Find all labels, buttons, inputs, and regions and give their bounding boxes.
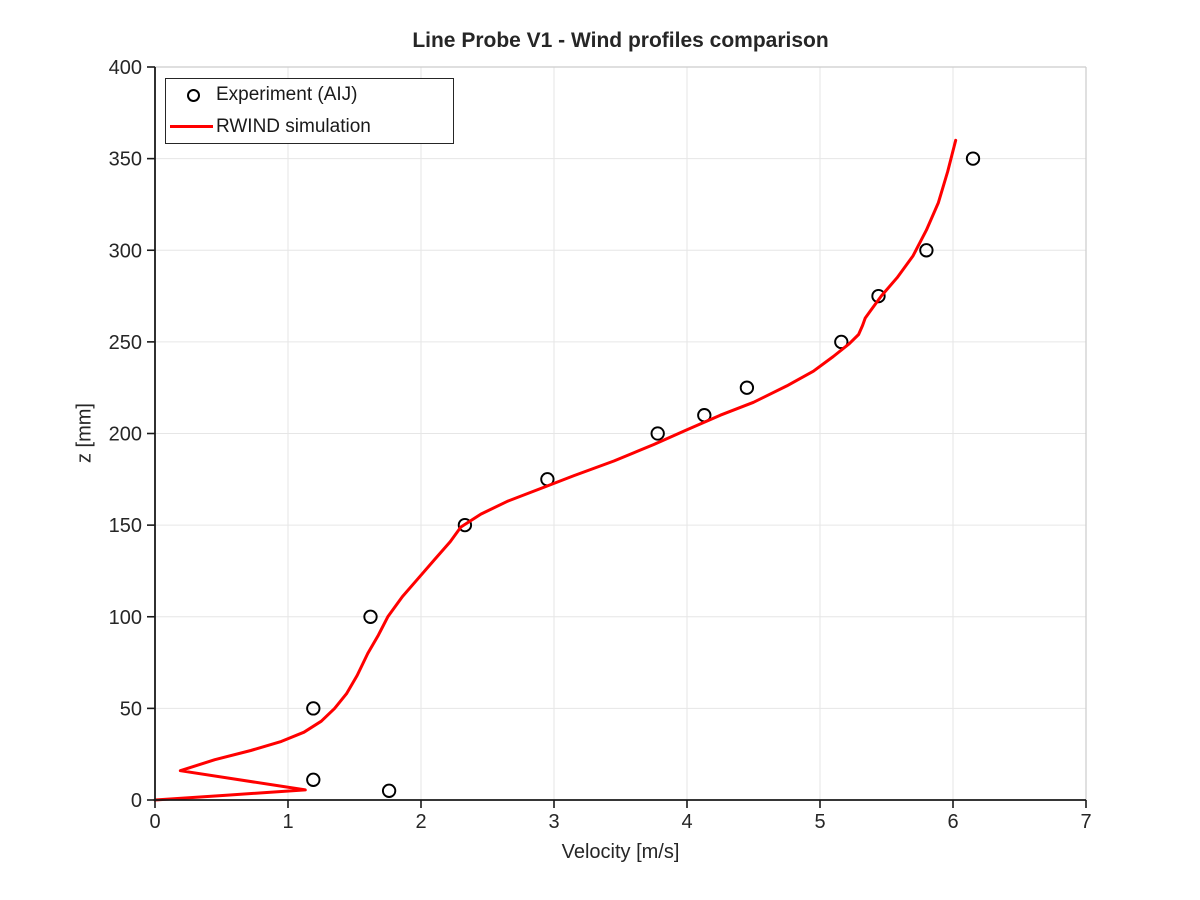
- legend-label-experiment: Experiment (AIJ): [216, 84, 358, 106]
- x-axis-label: Velocity [m/s]: [561, 841, 680, 863]
- y-tick-label: 300: [109, 240, 142, 262]
- x-tick-label: 6: [947, 811, 958, 833]
- experiment-data-point: [363, 609, 378, 624]
- experiment-data-point: [381, 783, 397, 798]
- y-tick-label: 400: [109, 57, 142, 79]
- y-tick-label: 150: [109, 515, 142, 537]
- simulation-line-series: [153, 138, 958, 802]
- experiment-data-point: [650, 426, 665, 441]
- experiment-data-point: [965, 151, 981, 166]
- legend-marker-cell: [166, 125, 216, 129]
- legend-marker-cell: [166, 88, 216, 102]
- x-tick-label: 4: [681, 811, 692, 833]
- y-tick-label: 0: [131, 790, 142, 812]
- x-tick-label: 3: [548, 811, 559, 833]
- experiment-data-point: [306, 701, 321, 716]
- y-tick-label: 250: [109, 332, 142, 354]
- y-tick-label: 50: [120, 698, 142, 720]
- legend-item-experiment: Experiment (AIJ): [166, 80, 453, 110]
- x-tick-label: 1: [282, 811, 293, 833]
- experiment-data-point: [739, 380, 755, 395]
- x-tick-label: 7: [1080, 811, 1091, 833]
- legend-item-simulation: RWIND simulation: [166, 112, 453, 142]
- experiment-data-point: [834, 334, 849, 350]
- line-marker-icon: [170, 125, 213, 129]
- y-axis-label: z [mm]: [73, 403, 96, 463]
- y-tick-label: 200: [109, 424, 142, 446]
- legend-label-simulation: RWIND simulation: [216, 115, 371, 137]
- y-tick-label: 350: [109, 149, 142, 171]
- legend: Experiment (AIJ) RWIND simulation: [165, 78, 454, 144]
- x-tick-label: 0: [149, 811, 160, 833]
- x-tick-label: 2: [415, 811, 426, 833]
- experiment-data-point: [457, 517, 473, 533]
- chart-title: Line Probe V1 - Wind profiles comparison: [412, 29, 829, 52]
- experiment-data-point: [306, 772, 321, 787]
- x-tick-label: 5: [814, 811, 825, 833]
- open-circle-marker-icon: [187, 88, 200, 102]
- y-tick-label: 100: [109, 607, 142, 629]
- experiment-data-point: [919, 243, 934, 258]
